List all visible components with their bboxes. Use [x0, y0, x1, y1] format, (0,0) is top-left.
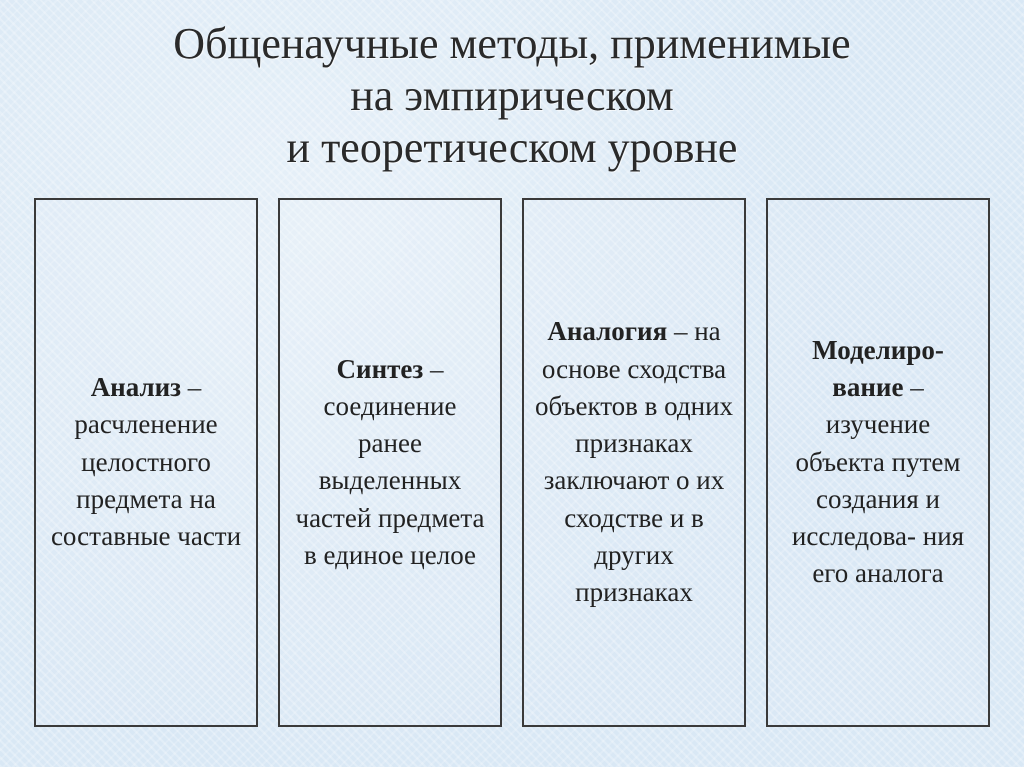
title-line-3: и теоретическом уровне: [287, 123, 738, 172]
card-text: Моделиро- вание – изучение объекта путем…: [778, 332, 978, 593]
card-synthesis: Синтез – соединение ранее выделенных час…: [278, 198, 502, 727]
card-term: Синтез: [337, 354, 424, 384]
card-text: Аналогия – на основе сходства объектов в…: [534, 313, 734, 611]
card-modeling: Моделиро- вание – изучение объекта путем…: [766, 198, 990, 727]
card-desc: – на основе сходства объектов в одних пр…: [535, 316, 733, 607]
card-text: Синтез – соединение ранее выделенных час…: [290, 351, 490, 575]
card-analysis: Анализ – расчленение целостного предмета…: [34, 198, 258, 727]
cards-row: Анализ – расчленение целостного предмета…: [24, 198, 1000, 737]
card-text: Анализ – расчленение целостного предмета…: [46, 369, 246, 555]
card-term: Анализ: [91, 372, 181, 402]
slide: Общенаучные методы, применимые на эмпири…: [0, 0, 1024, 767]
card-desc: – соединение ранее выделенных частей пре…: [295, 354, 484, 570]
card-term: Моделиро- вание: [812, 335, 944, 402]
card-analogy: Аналогия – на основе сходства объектов в…: [522, 198, 746, 727]
slide-title: Общенаучные методы, применимые на эмпири…: [173, 18, 850, 174]
card-term: Аналогия: [547, 316, 667, 346]
title-line-1: Общенаучные методы, применимые: [173, 19, 850, 68]
title-line-2: на эмпирическом: [350, 71, 674, 120]
card-desc: – изучение объекта путем создания и иссл…: [792, 372, 964, 588]
